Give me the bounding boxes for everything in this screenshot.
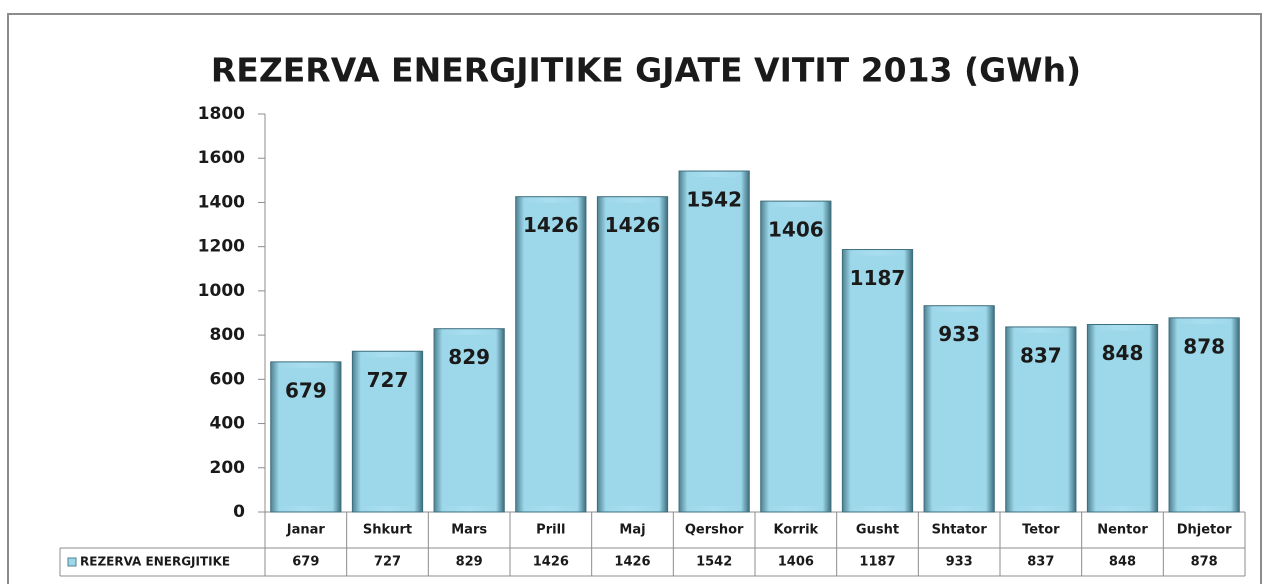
- y-tick-label: 400: [210, 414, 246, 434]
- x-tick-label: Shtator: [932, 523, 988, 538]
- data-label: 837: [1020, 343, 1062, 367]
- data-label: 727: [367, 368, 409, 392]
- table-value: 1426: [533, 555, 569, 570]
- chart-title: REZERVA ENERGJITIKE GJATE VITIT 2013 (GW…: [211, 51, 1081, 90]
- legend-label: REZERVA ENERGJITIKE: [80, 555, 230, 569]
- x-tick-label: Tetor: [1022, 523, 1060, 538]
- data-label: 1542: [686, 188, 742, 212]
- table-value: 848: [1109, 555, 1136, 570]
- y-tick-label: 1200: [198, 237, 245, 257]
- bar-face: [768, 207, 823, 506]
- x-tick-label: Shkurt: [363, 523, 412, 538]
- bar-face: [360, 357, 415, 506]
- x-tick-label: Gusht: [856, 523, 899, 538]
- data-label: 829: [448, 345, 490, 369]
- bar-face: [1013, 332, 1068, 506]
- x-tick-label: Mars: [451, 523, 487, 538]
- x-tick-label: Prill: [536, 523, 565, 538]
- data-label: 1406: [768, 218, 824, 242]
- bar-face: [605, 202, 660, 506]
- bar-face: [850, 255, 905, 506]
- x-tick-label: Maj: [619, 523, 645, 538]
- y-tick-label: 1000: [198, 281, 245, 301]
- table-value: 878: [1191, 555, 1218, 570]
- data-label: 1187: [850, 266, 906, 290]
- bar-face: [1095, 330, 1150, 506]
- data-label: 933: [938, 322, 980, 346]
- data-label: 878: [1183, 334, 1225, 358]
- x-tick-label: Qershor: [685, 523, 744, 538]
- bar-face: [442, 334, 497, 506]
- x-tick-label: Dhjetor: [1177, 523, 1232, 538]
- table-value: 679: [292, 555, 319, 570]
- table-value: 1406: [778, 555, 814, 570]
- y-tick-label: 0: [233, 502, 245, 522]
- table-value: 1426: [614, 555, 650, 570]
- bar-face: [523, 202, 578, 506]
- x-tick-label: Nentor: [1097, 523, 1148, 538]
- y-tick-label: 1600: [198, 148, 245, 168]
- bar-face: [687, 177, 742, 506]
- table-value: 829: [456, 555, 483, 570]
- bar-face: [932, 311, 987, 506]
- table-value: 1187: [859, 555, 895, 570]
- data-label: 1426: [605, 213, 661, 237]
- y-tick-label: 1400: [198, 192, 245, 212]
- x-tick-label: Janar: [286, 523, 326, 538]
- data-label: 848: [1102, 341, 1144, 365]
- y-tick-label: 800: [210, 325, 246, 345]
- data-label: 1426: [523, 213, 579, 237]
- bar-face: [278, 367, 333, 506]
- x-tick-label: Korrik: [773, 523, 818, 538]
- y-tick-label: 1800: [198, 104, 245, 124]
- bar-face: [1177, 323, 1232, 506]
- table-value: 727: [374, 555, 401, 570]
- chart-border: [7, 13, 1262, 584]
- y-tick-label: 600: [210, 369, 246, 389]
- table-value: 837: [1027, 555, 1054, 570]
- data-label: 679: [285, 378, 327, 402]
- legend-key: [67, 557, 77, 567]
- table-value: 933: [946, 555, 973, 570]
- table-value: 1542: [696, 555, 732, 570]
- y-tick-label: 200: [210, 458, 246, 478]
